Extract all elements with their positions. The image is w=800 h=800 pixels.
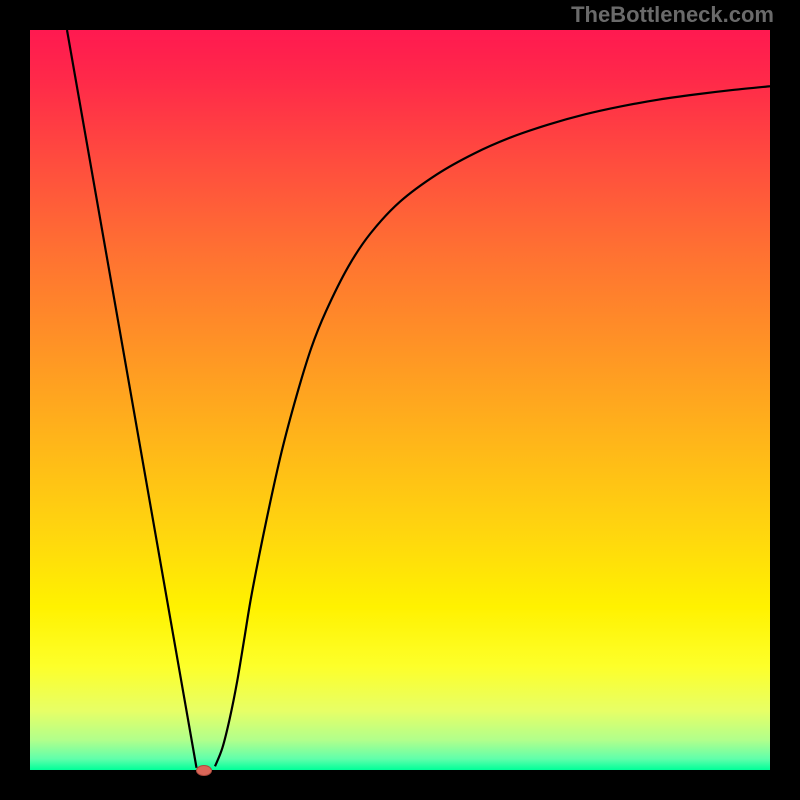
plot-area [30,30,770,770]
watermark-text: TheBottleneck.com [571,2,774,28]
chart-canvas: TheBottleneck.com [0,0,800,800]
minimum-marker [196,765,212,776]
gradient-background [30,30,770,770]
